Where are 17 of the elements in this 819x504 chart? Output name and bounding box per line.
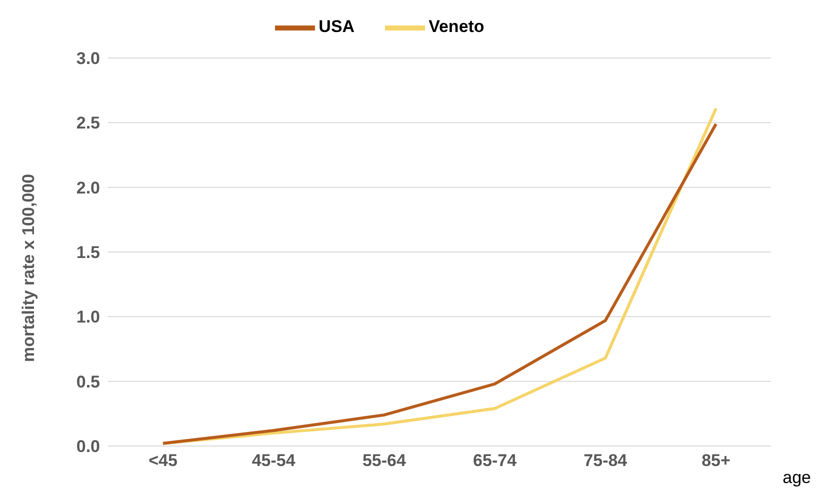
y-tick-label: 0.5 [76, 372, 100, 392]
x-tick-label: 65-74 [473, 451, 518, 470]
y-tick-label: 3.0 [76, 49, 100, 68]
x-tick-label: 85+ [702, 451, 730, 470]
legend-label: USA [318, 17, 355, 36]
y-axis-title: mortality rate x 100,000 [19, 174, 38, 362]
legend-label: Veneto [428, 17, 484, 36]
y-tick-label: 1.0 [76, 308, 100, 327]
x-tick-label: 75-84 [584, 451, 628, 470]
x-tick-label: 45-54 [252, 451, 296, 470]
y-tick-label: 1.5 [76, 243, 100, 262]
x-tick-label: <45 [148, 451, 178, 470]
y-tick-label: 2.0 [76, 178, 100, 198]
y-tick-label: 0.0 [76, 437, 100, 456]
x-axis-title: age [782, 468, 811, 488]
x-tick-label: 55-64 [362, 451, 406, 470]
y-tick-label: 2.5 [76, 114, 100, 133]
